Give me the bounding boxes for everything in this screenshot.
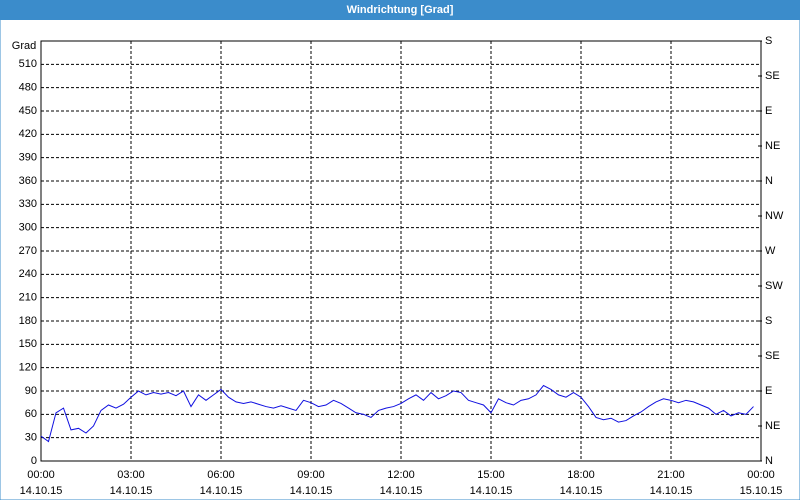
y2-tick-label: NE	[765, 140, 780, 152]
y-tick-label: 450	[19, 105, 37, 117]
data-line	[40, 384, 754, 443]
y-tick-label: 210	[19, 292, 37, 304]
y2-tick-label: NW	[765, 210, 784, 222]
x-tick-label: 06:00	[207, 469, 235, 481]
y-tick-label: 390	[19, 152, 37, 164]
y2-tick-label: E	[765, 105, 772, 117]
y-tick-label: 270	[19, 245, 37, 257]
y2-tick-label: SE	[765, 350, 780, 362]
x-tick-date: 14.10.15	[560, 485, 603, 497]
y2-tick-label: SE	[765, 70, 780, 82]
y-tick-label: 330	[19, 198, 37, 210]
x-tick-date: 14.10.15	[290, 485, 333, 497]
x-tick-label: 15:00	[477, 469, 505, 481]
y2-tick-label: SW	[765, 280, 783, 292]
x-tick-label: 00:00	[747, 469, 775, 481]
x-tick-label: 00:00	[27, 469, 55, 481]
y-tick-label: 360	[19, 175, 37, 187]
y-tick-label: 240	[19, 268, 37, 280]
x-tick-date: 14.10.15	[110, 485, 153, 497]
x-tick-label: 18:00	[567, 469, 595, 481]
y2-tick-label: W	[765, 245, 776, 257]
y-tick-label: 300	[19, 222, 37, 234]
x-tick-label: 09:00	[297, 469, 325, 481]
x-tick-date: 14.10.15	[470, 485, 513, 497]
y-tick-label: 90	[25, 385, 37, 397]
y-tick-label: 510	[19, 58, 37, 70]
y2-tick-label: NE	[765, 420, 780, 432]
chart-title: Windrichtung [Grad]	[347, 4, 454, 16]
y-tick-label: 60	[25, 408, 37, 420]
y-tick-label: 0	[31, 455, 37, 467]
title-bar	[0, 0, 800, 20]
y2-tick-label: S	[765, 35, 772, 47]
y-tick-label: 180	[19, 315, 37, 327]
x-tick-label: 21:00	[657, 469, 685, 481]
x-tick-date: 14.10.15	[380, 485, 423, 497]
y-tick-label: 420	[19, 128, 37, 140]
x-tick-date: 14.10.15	[200, 485, 243, 497]
y-axis-label: Grad	[12, 40, 36, 52]
y-tick-label: 120	[19, 362, 37, 374]
x-tick-date: 15.10.15	[740, 485, 783, 497]
y2-tick-label: N	[765, 175, 773, 187]
y-tick-label: 30	[25, 432, 37, 444]
y-tick-label: 150	[19, 338, 37, 350]
x-tick-date: 14.10.15	[650, 485, 693, 497]
y2-tick-label: S	[765, 315, 772, 327]
x-tick-date: 14.10.15	[20, 485, 63, 497]
x-tick-label: 12:00	[387, 469, 415, 481]
y2-tick-label: N	[765, 455, 773, 467]
x-tick-label: 03:00	[117, 469, 145, 481]
y-tick-label: 480	[19, 82, 37, 94]
y2-tick-label: E	[765, 385, 772, 397]
